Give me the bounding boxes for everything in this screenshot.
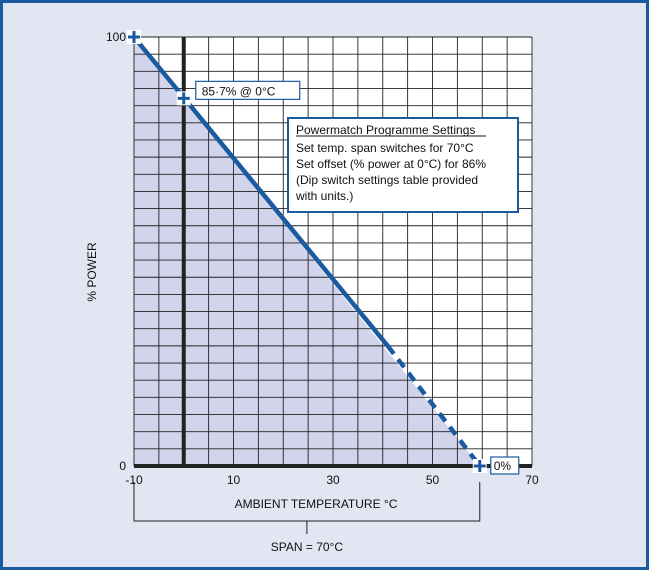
data-markers: [127, 30, 487, 473]
span-bracket: SPAN = 70°C: [133, 482, 481, 554]
end-callout: 0%: [490, 456, 520, 475]
point-callout-label: 85·7% @ 0°C: [202, 84, 276, 98]
y-tick-label: 0: [119, 459, 126, 473]
plus-marker: [176, 91, 191, 106]
settings-line: Set temp. span switches for 70°C: [296, 141, 474, 155]
settings-box: Powermatch Programme Settings Set temp. …: [287, 117, 519, 213]
y-tick-label: 100: [106, 30, 126, 44]
x-tick-label: 70: [525, 473, 539, 487]
end-callout-label: 0%: [494, 459, 512, 473]
power-line-dashed: [385, 344, 482, 468]
point-callout: 85·7% @ 0°C: [195, 80, 301, 100]
span-label: SPAN = 70°C: [271, 540, 344, 554]
x-tick-label: 10: [227, 473, 241, 487]
settings-line: with units.): [295, 189, 353, 203]
settings-line: (Dip switch settings table provided: [296, 173, 478, 187]
x-tick-label: 50: [426, 473, 440, 487]
power-line-solid: [131, 34, 390, 349]
settings-line: Set offset (% power at 0°C) for 86%: [296, 157, 486, 171]
end-callout-box: [490, 456, 520, 475]
settings-title: Powermatch Programme Settings: [296, 123, 475, 137]
tick-labels: -10 10 30 50 70 100 0: [106, 30, 539, 487]
plus-marker: [127, 30, 141, 44]
point-callout-box: [195, 80, 301, 100]
x-axis-label: AMBIENT TEMPERATURE °C: [235, 497, 398, 511]
settings-box-frame: [287, 117, 519, 213]
plus-marker: [472, 459, 487, 473]
y-axis-label: % POWER: [85, 242, 99, 302]
x-tick-label: -10: [125, 473, 143, 487]
x-tick-label: 30: [326, 473, 340, 487]
